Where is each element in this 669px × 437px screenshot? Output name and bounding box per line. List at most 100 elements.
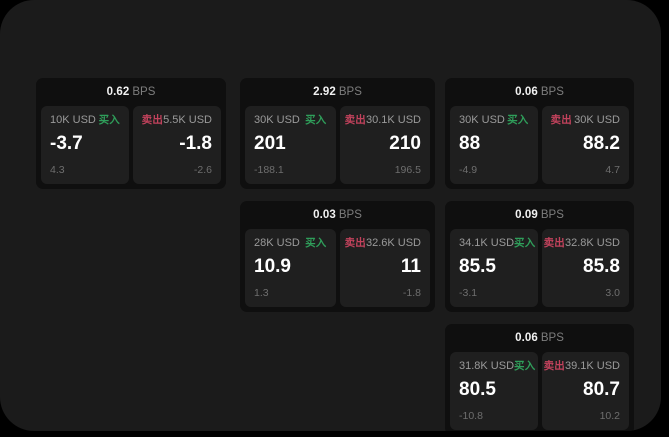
card-header: 0.06 BPS (450, 330, 629, 352)
sell-side-header: 32.8K USD 卖出 (544, 237, 620, 250)
sell-side-header: 30.1K USD 卖出 (345, 114, 421, 127)
buy-side-panel[interactable]: 30K USD 买入 201 -188.1 (245, 106, 336, 184)
buy-action-label: 买入 (514, 237, 536, 249)
card-header: 0.09 BPS (450, 207, 629, 229)
bps-value: 0.62 (106, 86, 130, 98)
buy-price-value: -3.7 (50, 133, 83, 154)
bps-value: 0.06 (515, 86, 538, 98)
sell-side-header: 32.6K USD 卖出 (345, 237, 421, 250)
buy-action-label: 买入 (98, 114, 120, 126)
sell-side-header: 30K USD 卖出 (551, 114, 621, 127)
buy-action-label: 买入 (305, 114, 327, 126)
sell-action-label: 卖出 (141, 114, 164, 126)
buy-size-label: 10K USD (50, 114, 96, 126)
buy-delta-value: 1.3 (254, 287, 269, 299)
sell-action-label: 卖出 (550, 114, 572, 126)
sell-side-panel[interactable]: 32.6K USD 卖出 11 -1.8 (339, 229, 430, 307)
spread-card[interactable]: 0.06 BPS 30K USD 买入 88 -4.9 30K USD (445, 78, 634, 189)
spread-card[interactable]: 0.62 BPS 10K USD 买入 -3.7 4.3 5.5K USD (36, 78, 226, 189)
sell-price-value: 80.7 (583, 379, 620, 400)
spread-card[interactable]: 0.09 BPS 34.1K USD 买入 85.5 -3.1 32.8K USD (445, 201, 634, 312)
quote-column-1: 0.62 BPS 10K USD 买入 -3.7 4.3 5.5K USD (36, 78, 226, 201)
spread-card-board: 0.62 BPS 10K USD 买入 -3.7 4.3 5.5K USD (36, 78, 634, 431)
buy-action-label: 买入 (305, 237, 327, 249)
sell-delta-value: -2.6 (193, 164, 212, 176)
sell-delta-value: 10.2 (599, 410, 620, 422)
buy-action-label: 买入 (514, 360, 536, 372)
sell-price-value: 88.2 (583, 133, 620, 154)
card-sides: 31.8K USD 买入 80.5 -10.8 39.1K USD 卖出 80.… (450, 352, 629, 430)
quote-column-3: 0.06 BPS 30K USD 买入 88 -4.9 30K USD (445, 78, 634, 431)
sell-action-label: 卖出 (543, 237, 565, 249)
bps-unit-label: BPS (540, 209, 564, 221)
buy-size-label: 30K USD (254, 114, 300, 126)
buy-delta-value: 4.3 (50, 164, 65, 176)
card-header: 0.03 BPS (245, 207, 430, 229)
buy-delta-value: -4.9 (459, 164, 478, 176)
spread-card[interactable]: 0.06 BPS 31.8K USD 买入 80.5 -10.8 39.1K US… (445, 324, 634, 431)
card-sides: 30K USD 买入 88 -4.9 30K USD 卖出 88.2 4.7 (450, 106, 629, 184)
buy-delta-value: -10.8 (459, 410, 483, 422)
buy-side-header: 31.8K USD 买入 (459, 360, 535, 373)
buy-action-label: 买入 (507, 114, 529, 126)
spread-card[interactable]: 2.92 BPS 30K USD 买入 201 -188.1 30.1K USD (240, 78, 435, 189)
buy-size-label: 31.8K USD (459, 360, 515, 372)
sell-side-panel[interactable]: 30.1K USD 卖出 210 196.5 (339, 106, 430, 184)
card-sides: 34.1K USD 买入 85.5 -3.1 32.8K USD 卖出 85.8… (450, 229, 629, 307)
sell-price-value: 85.8 (583, 256, 620, 277)
sell-side-header: 39.1K USD 卖出 (544, 360, 620, 373)
sell-size-label: 30.1K USD (365, 114, 421, 126)
sell-side-panel[interactable]: 5.5K USD 卖出 -1.8 -2.6 (133, 106, 221, 184)
buy-side-header: 30K USD 买入 (254, 114, 327, 127)
buy-price-value: 85.5 (459, 256, 496, 277)
card-header: 2.92 BPS (245, 84, 430, 106)
sell-action-label: 卖出 (344, 237, 366, 249)
bps-value: 0.03 (313, 209, 336, 221)
app-surface: 0.62 BPS 10K USD 买入 -3.7 4.3 5.5K USD (0, 0, 661, 431)
sell-delta-value: 3.0 (605, 287, 620, 299)
sell-side-panel[interactable]: 30K USD 卖出 88.2 4.7 (541, 106, 629, 184)
buy-price-value: 80.5 (459, 379, 496, 400)
sell-price-value: 11 (400, 256, 421, 277)
sell-price-value: -1.8 (179, 133, 212, 154)
card-header: 0.06 BPS (450, 84, 629, 106)
buy-side-panel[interactable]: 28K USD 买入 10.9 1.3 (245, 229, 336, 307)
buy-side-panel[interactable]: 10K USD 买入 -3.7 4.3 (41, 106, 129, 184)
sell-action-label: 卖出 (543, 360, 565, 372)
buy-delta-value: -188.1 (254, 164, 284, 176)
buy-delta-value: -3.1 (459, 287, 478, 299)
buy-side-header: 30K USD 买入 (459, 114, 529, 127)
buy-size-label: 28K USD (254, 237, 300, 249)
card-sides: 30K USD 买入 201 -188.1 30.1K USD 卖出 210 1… (245, 106, 430, 184)
sell-side-panel[interactable]: 32.8K USD 卖出 85.8 3.0 (541, 229, 629, 307)
bps-unit-label: BPS (132, 86, 156, 98)
buy-side-panel[interactable]: 31.8K USD 买入 80.5 -10.8 (450, 352, 538, 430)
bps-unit-label: BPS (540, 86, 564, 98)
sell-size-label: 32.8K USD (564, 237, 620, 249)
sell-side-header: 5.5K USD 卖出 (142, 114, 212, 127)
sell-delta-value: 4.7 (605, 164, 620, 176)
sell-size-label: 5.5K USD (163, 114, 212, 126)
buy-price-value: 10.9 (254, 256, 291, 277)
sell-size-label: 32.6K USD (365, 237, 421, 249)
buy-price-value: 88 (459, 133, 481, 154)
bps-unit-label: BPS (540, 332, 564, 344)
sell-price-value: 210 (389, 133, 421, 154)
sell-size-label: 39.1K USD (564, 360, 620, 372)
sell-side-panel[interactable]: 39.1K USD 卖出 80.7 10.2 (541, 352, 629, 430)
bps-value: 0.06 (515, 332, 538, 344)
card-sides: 10K USD 买入 -3.7 4.3 5.5K USD 卖出 -1.8 -2.… (41, 106, 221, 184)
buy-size-label: 34.1K USD (459, 237, 515, 249)
buy-size-label: 30K USD (459, 114, 505, 126)
sell-delta-value: -1.8 (402, 287, 421, 299)
spread-card[interactable]: 0.03 BPS 28K USD 买入 10.9 1.3 32.6K USD (240, 201, 435, 312)
bps-unit-label: BPS (338, 209, 362, 221)
sell-size-label: 30K USD (574, 114, 620, 126)
bps-value: 0.09 (515, 209, 538, 221)
buy-side-panel[interactable]: 34.1K USD 买入 85.5 -3.1 (450, 229, 538, 307)
buy-side-panel[interactable]: 30K USD 买入 88 -4.9 (450, 106, 538, 184)
bps-unit-label: BPS (338, 86, 362, 98)
bps-value: 2.92 (313, 86, 336, 98)
buy-side-header: 28K USD 买入 (254, 237, 327, 250)
quote-column-2: 2.92 BPS 30K USD 买入 201 -188.1 30.1K USD (240, 78, 435, 324)
